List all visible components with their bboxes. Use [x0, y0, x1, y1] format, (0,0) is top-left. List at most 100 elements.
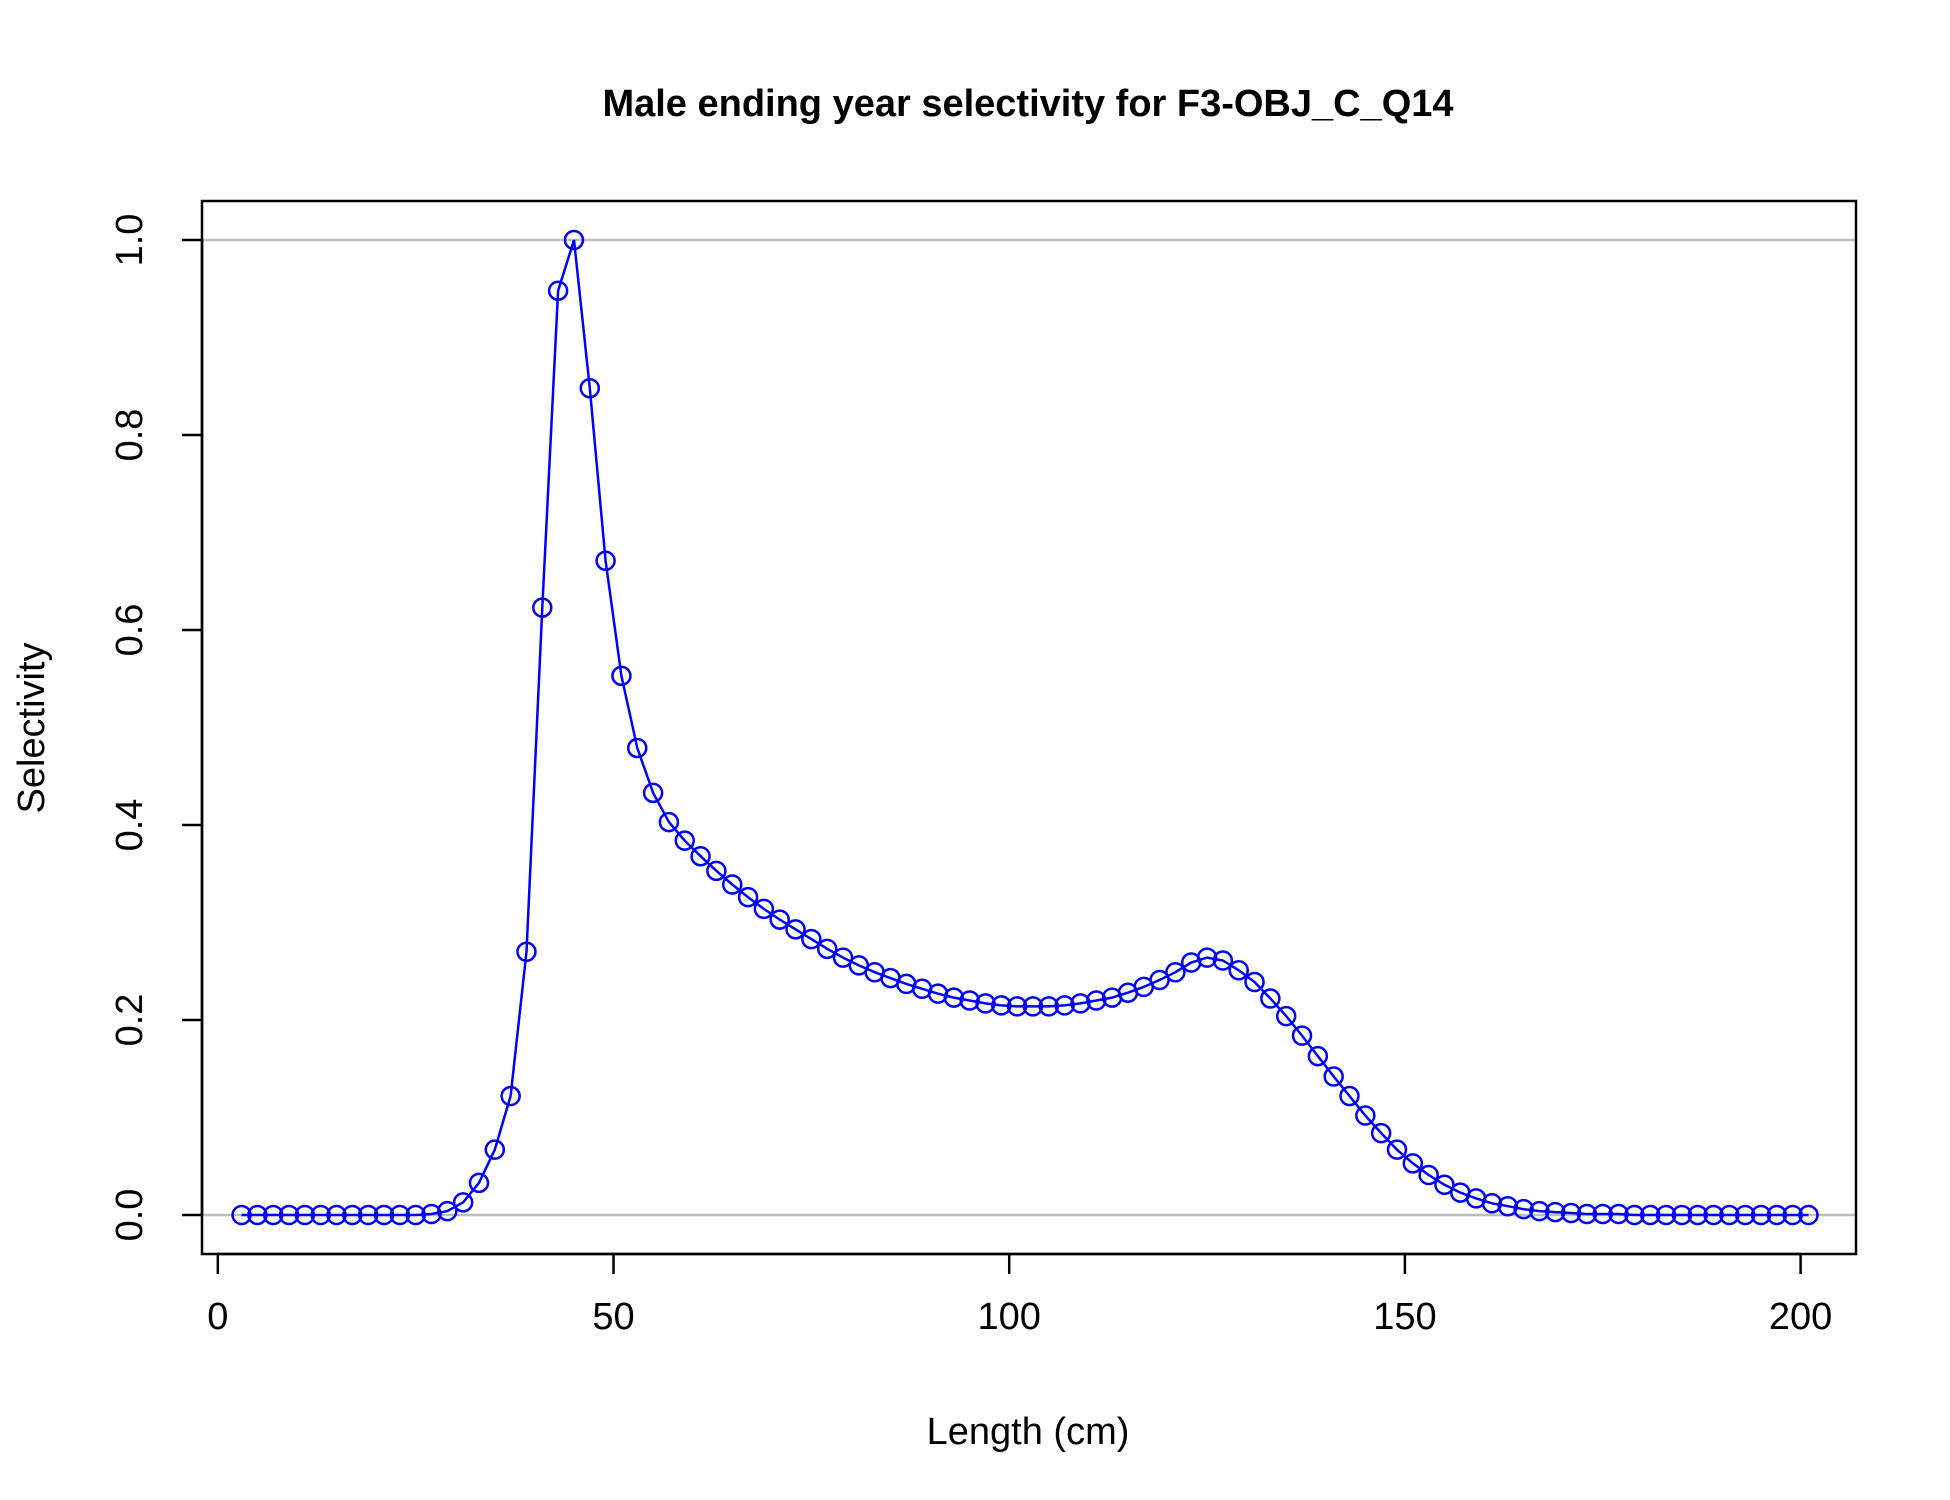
data-point: [532, 597, 553, 618]
data-point: [1481, 1193, 1503, 1214]
data-point: [1671, 1204, 1693, 1226]
data-point: [516, 941, 537, 962]
data-point: [579, 377, 601, 399]
data-point: [753, 898, 775, 920]
data-point: [595, 550, 616, 572]
data-point: [816, 938, 838, 960]
data-point: [785, 919, 806, 940]
y-tick-label: 0.0: [109, 1189, 151, 1242]
data-point: [611, 665, 632, 687]
data-point: [1355, 1105, 1376, 1126]
data-point: [547, 280, 569, 301]
data-point: [1070, 993, 1091, 1014]
data-point: [1275, 1005, 1297, 1027]
data-point: [231, 1204, 252, 1226]
chart-title: Male ending year selectivity for F3-OBJ_…: [602, 83, 1453, 125]
data-point: [1766, 1204, 1788, 1226]
series-selectivity: [231, 229, 1819, 1226]
data-point: [357, 1204, 379, 1226]
data-point: [294, 1204, 316, 1226]
data-point: [991, 995, 1012, 1016]
data-point: [389, 1204, 411, 1226]
data-point: [832, 947, 854, 968]
y-tick-label: 1.0: [109, 214, 151, 267]
data-point: [1386, 1139, 1408, 1160]
data-point: [405, 1204, 426, 1226]
data-point: [421, 1203, 442, 1225]
x-axis-label: Length (cm): [927, 1411, 1130, 1453]
data-point: [1687, 1204, 1708, 1226]
data-point: [1655, 1204, 1677, 1226]
y-tick-label: 0.6: [109, 604, 151, 657]
x-axis: 0 50 100 150 200: [207, 1252, 1832, 1338]
data-point: [1608, 1203, 1629, 1225]
y-axis-label: Selectivity: [11, 642, 53, 813]
data-point: [1719, 1204, 1740, 1226]
data-point: [674, 830, 695, 851]
data-point: [1038, 996, 1060, 1017]
data-point: [1434, 1174, 1455, 1196]
data-point: [1592, 1203, 1614, 1225]
data-point: [1370, 1122, 1392, 1144]
data-point: [1244, 971, 1265, 993]
data-point: [468, 1172, 490, 1194]
data-point: [1734, 1204, 1756, 1226]
data-point: [1402, 1153, 1424, 1174]
data-point: [563, 229, 585, 251]
data-point: [1782, 1204, 1803, 1226]
data-point: [1545, 1201, 1566, 1223]
data-point: [1418, 1164, 1439, 1186]
data-point: [342, 1204, 363, 1226]
data-point: [1165, 961, 1186, 983]
x-tick-label: 100: [978, 1296, 1041, 1338]
data-point: [1497, 1195, 1519, 1217]
data-point: [975, 993, 996, 1014]
data-point: [943, 987, 965, 1008]
data-point: [959, 990, 980, 1011]
data-point: [627, 737, 648, 759]
data-point: [247, 1204, 268, 1226]
data-point: [1529, 1200, 1550, 1222]
data-point: [1703, 1204, 1724, 1226]
y-tick-label: 0.4: [109, 799, 151, 852]
data-point: [1624, 1204, 1645, 1226]
data-point: [1307, 1045, 1329, 1067]
data-point: [1086, 990, 1107, 1011]
data-point: [452, 1192, 474, 1213]
data-point: [278, 1204, 300, 1226]
data-point: [437, 1200, 458, 1222]
data-point: [1006, 996, 1028, 1017]
data-point: [326, 1204, 347, 1226]
data-point: [1260, 988, 1281, 1009]
data-point: [373, 1204, 395, 1226]
data-point: [1149, 969, 1170, 991]
reference-lines: [202, 238, 1856, 1217]
data-point: [801, 928, 822, 950]
data-point: [1576, 1203, 1598, 1225]
y-tick-label: 0.2: [109, 994, 151, 1047]
data-point: [1339, 1085, 1360, 1107]
data-point: [1560, 1202, 1582, 1224]
data-point: [1212, 950, 1234, 971]
x-tick-label: 200: [1769, 1296, 1832, 1338]
x-tick-label: 150: [1373, 1296, 1436, 1338]
series-line: [241, 239, 1809, 1217]
data-point: [1323, 1066, 1344, 1087]
y-tick-label: 0.8: [109, 409, 151, 462]
data-point: [1639, 1204, 1661, 1226]
data-point: [1750, 1204, 1772, 1226]
data-point: [658, 811, 680, 833]
data-point: [1022, 996, 1044, 1017]
plot-frame: [200, 199, 1858, 1256]
x-tick-label: 50: [592, 1296, 634, 1338]
data-point: [769, 909, 790, 930]
data-point: [642, 782, 664, 804]
y-axis: 0.0 0.2 0.4 0.6 0.8 1.0: [109, 214, 204, 1242]
data-point: [262, 1204, 284, 1226]
data-point: [1291, 1025, 1313, 1046]
data-point: [310, 1204, 331, 1226]
data-point: [1196, 947, 1218, 968]
data-point: [500, 1085, 521, 1107]
data-point: [1228, 960, 1249, 981]
